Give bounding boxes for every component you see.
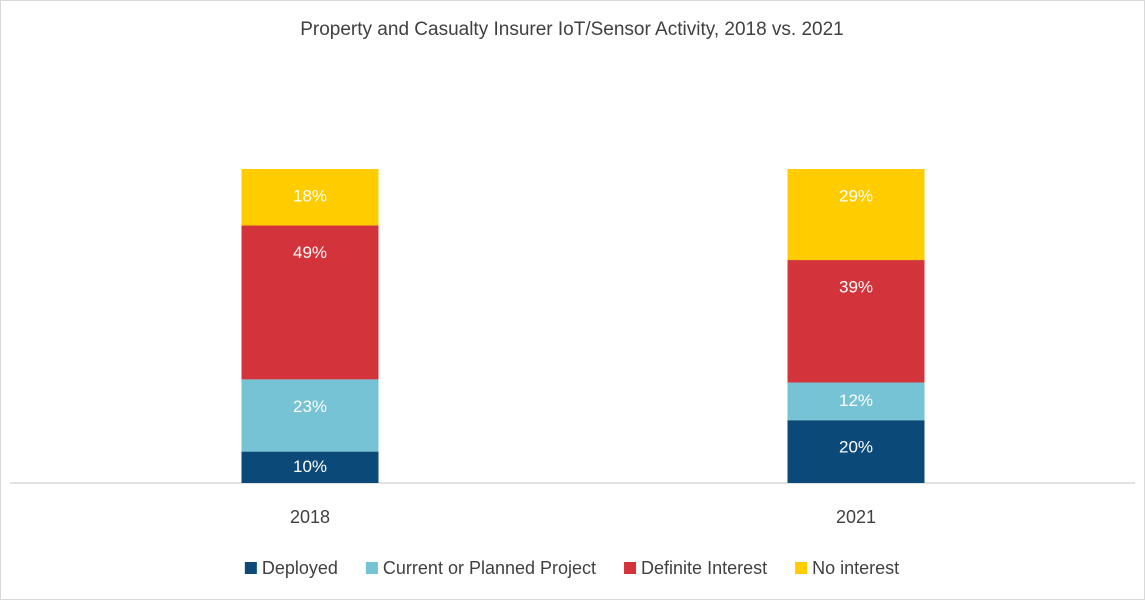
bar-segment bbox=[787, 420, 925, 483]
legend-label: Definite Interest bbox=[641, 558, 767, 578]
value-label: 39% bbox=[839, 278, 873, 297]
bar-segment bbox=[241, 451, 379, 483]
legend-swatch bbox=[624, 562, 637, 574]
value-label: 49% bbox=[293, 243, 327, 262]
value-label: 29% bbox=[839, 186, 873, 205]
x-tick-label: 2021 bbox=[836, 507, 876, 527]
legend-label: Deployed bbox=[262, 558, 338, 578]
bar-segment bbox=[241, 169, 379, 226]
bar-segment bbox=[787, 169, 925, 261]
bar-segment bbox=[787, 382, 925, 421]
legend-swatch bbox=[795, 562, 808, 574]
value-label: 20% bbox=[839, 438, 873, 457]
legend-label: Current or Planned Project bbox=[383, 558, 596, 578]
bar-segment bbox=[241, 225, 379, 380]
value-label: 10% bbox=[293, 457, 327, 476]
value-label: 18% bbox=[293, 186, 327, 205]
bar-segment bbox=[787, 260, 925, 383]
value-label: 23% bbox=[293, 397, 327, 416]
x-tick-label: 2018 bbox=[290, 507, 330, 527]
value-label: 12% bbox=[839, 391, 873, 410]
legend-label: No interest bbox=[812, 558, 899, 578]
chart-title: Property and Casualty Insurer IoT/Sensor… bbox=[300, 19, 844, 40]
bar-segment bbox=[241, 379, 379, 452]
legend-swatch bbox=[244, 562, 257, 574]
legend-swatch bbox=[365, 562, 378, 574]
